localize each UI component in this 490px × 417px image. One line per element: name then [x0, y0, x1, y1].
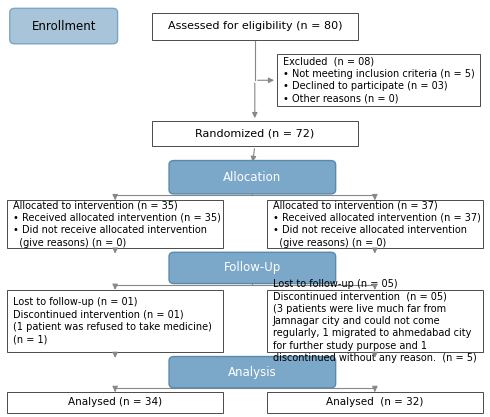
- FancyBboxPatch shape: [169, 357, 336, 388]
- Text: Allocated to intervention (n = 35)
• Received allocated intervention (n = 35)
• : Allocated to intervention (n = 35) • Rec…: [13, 201, 221, 248]
- Text: Allocation: Allocation: [223, 171, 281, 184]
- Text: Allocated to intervention (n = 37)
• Received allocated intervention (n = 37)
• : Allocated to intervention (n = 37) • Rec…: [273, 201, 481, 248]
- FancyBboxPatch shape: [10, 8, 118, 44]
- FancyBboxPatch shape: [152, 121, 358, 146]
- Text: Analysis: Analysis: [228, 366, 277, 379]
- Text: Enrollment: Enrollment: [31, 20, 96, 33]
- Text: Analysed  (n = 32): Analysed (n = 32): [326, 397, 423, 407]
- Text: Lost to follow-up (n = 01)
Discontinued intervention (n = 01)
(1 patient was ref: Lost to follow-up (n = 01) Discontinued …: [13, 297, 212, 345]
- Text: Lost to follow-up (n = 05)
Discontinued intervention  (n = 05)
(3 patients were : Lost to follow-up (n = 05) Discontinued …: [273, 279, 477, 363]
- FancyBboxPatch shape: [169, 252, 336, 284]
- FancyBboxPatch shape: [267, 200, 483, 248]
- FancyBboxPatch shape: [7, 200, 223, 248]
- Text: Randomized (n = 72): Randomized (n = 72): [195, 128, 315, 138]
- FancyBboxPatch shape: [7, 290, 223, 352]
- FancyBboxPatch shape: [267, 392, 483, 413]
- FancyBboxPatch shape: [267, 290, 483, 352]
- Text: Assessed for eligibility (n = 80): Assessed for eligibility (n = 80): [168, 21, 342, 31]
- FancyBboxPatch shape: [7, 392, 223, 413]
- FancyBboxPatch shape: [152, 13, 358, 40]
- Text: Follow-Up: Follow-Up: [224, 261, 281, 274]
- FancyBboxPatch shape: [169, 161, 336, 194]
- FancyBboxPatch shape: [277, 54, 480, 106]
- Text: Excluded  (n = 08)
• Not meeting inclusion criteria (n = 5)
• Declined to partic: Excluded (n = 08) • Not meeting inclusio…: [283, 57, 474, 104]
- Text: Analysed (n = 34): Analysed (n = 34): [68, 397, 162, 407]
